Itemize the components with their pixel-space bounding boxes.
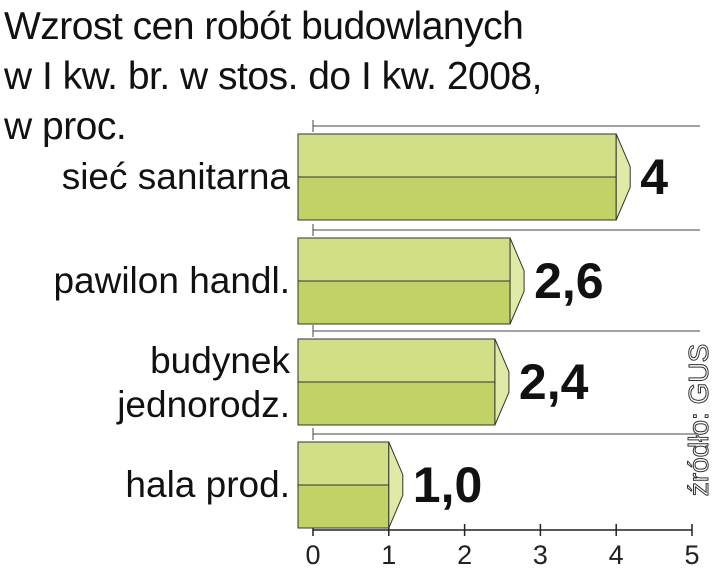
bar-bottom	[297, 280, 511, 325]
category-label: pawilon handl.	[53, 260, 290, 301]
bar	[297, 237, 525, 325]
x-tick-label: 3	[533, 540, 548, 570]
bar-top	[297, 237, 511, 282]
value-label: 1,0	[413, 457, 483, 513]
bar-cap	[494, 338, 510, 426]
category-label: budynek jednorodz.	[116, 340, 290, 425]
x-tick-label: 0	[305, 540, 320, 570]
value-label: 4	[640, 149, 668, 205]
bar-cap	[615, 133, 631, 221]
bar-cap	[388, 441, 404, 529]
chart-title: Wzrost cen robót budowlanych w I kw. br.…	[4, 5, 542, 148]
x-tick-label: 4	[609, 540, 624, 570]
bar-top	[297, 338, 496, 383]
category-label: sieć sanitarna	[62, 156, 291, 197]
category-label: hala prod.	[125, 464, 290, 505]
bar-bottom	[297, 176, 617, 221]
bar	[297, 133, 631, 221]
bar-top	[297, 133, 617, 178]
bar-cap	[509, 237, 525, 325]
bar-bottom	[297, 381, 496, 426]
source: źródło: GUS	[683, 344, 714, 497]
bar-top	[297, 441, 390, 486]
x-tick-label: 5	[684, 540, 699, 570]
value-label: 2,6	[534, 253, 604, 309]
x-tick-label: 2	[457, 540, 472, 570]
bar	[297, 338, 510, 426]
bar	[297, 441, 404, 529]
value-label: 2,4	[519, 354, 589, 410]
x-tick-label: 1	[381, 540, 396, 570]
bar-bottom	[297, 484, 390, 529]
